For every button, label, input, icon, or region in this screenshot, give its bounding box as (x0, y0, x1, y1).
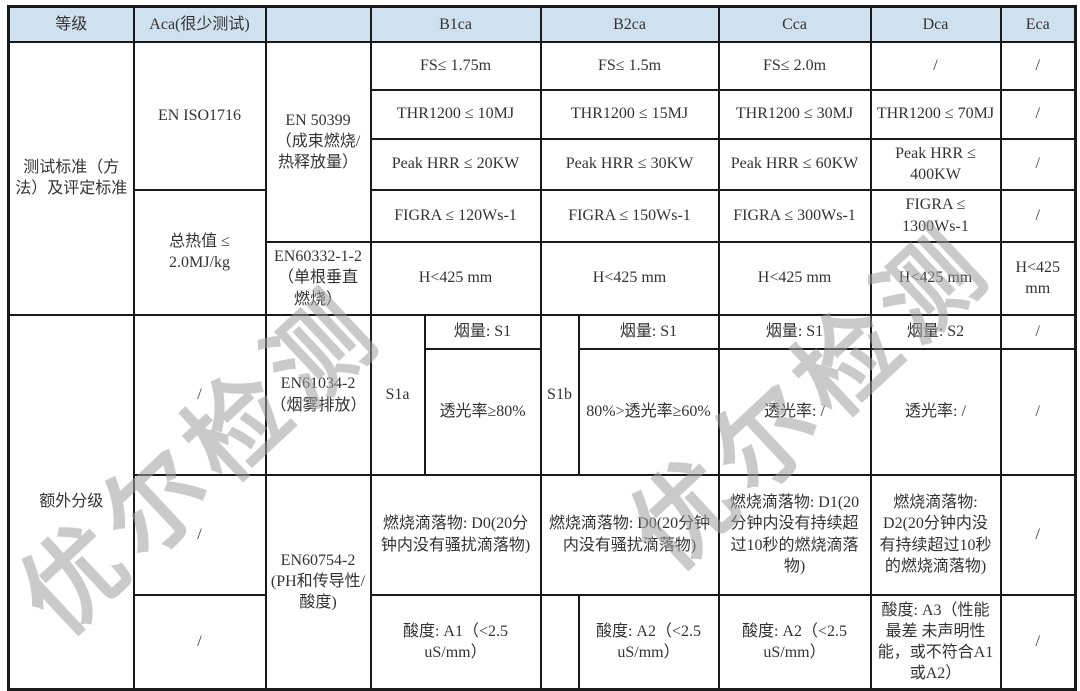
header-standard-empty (264, 5, 372, 43)
cell-figra-dca: FIGRA ≤ 1300Ws-1 (869, 188, 1002, 243)
cell-smoke-trans-cca: 透光率: / (717, 347, 872, 476)
cell-drip-eca: / (999, 473, 1077, 596)
cell-smoke-class-b1ca: S1a (369, 313, 426, 476)
row-smoke-transmittance: 透光率≥80% 80%>透光率≥60% 透光率: / 透光率: / / (9, 347, 1077, 476)
cell-aca-smoke: / (132, 313, 267, 476)
header-cca: Cca (717, 5, 872, 43)
row-group-label-extra-class: 额外分级 (7, 313, 135, 691)
row-group-label-test-standards: 测试标准（方法）及评定标准 (7, 40, 135, 316)
cell-acid-b2ca: 酸度: A2（<2.5 uS/mm） (577, 593, 720, 691)
cell-smoke-trans-eca: / (999, 347, 1077, 476)
row-hrr: Peak HRR ≤ 20KW Peak HRR ≤ 30KW Peak HRR… (9, 137, 1077, 191)
cell-h425-cca: H<425 mm (717, 240, 872, 316)
cell-smoke-amount-dca: 烟量: S2 (869, 313, 1002, 350)
cell-thr-dca: THR1200 ≤ 70MJ (869, 88, 1002, 140)
row-thr: THR1200 ≤ 10MJ THR1200 ≤ 15MJ THR1200 ≤ … (9, 88, 1077, 140)
cpr-classification-table: 等级 Aca(很少测试) B1ca B2ca Cca Dca Eca 测试标准（… (7, 5, 1077, 691)
cell-fs-b2ca: FS≤ 1.5m (539, 40, 720, 91)
row-drip: / EN60754-2 (PH和传导性/酸度) 燃烧滴落物: D0(20分钟内没… (9, 473, 1077, 691)
cell-figra-b1ca: FIGRA ≤ 120Ws-1 (369, 188, 542, 243)
cell-fs-dca: / (869, 40, 1002, 91)
cell-h425-b1ca: H<425 mm (369, 240, 542, 316)
row-h425: EN60332-1-2（单根垂直燃烧） H<425 mm H<425 mm H<… (9, 240, 1077, 316)
cell-smoke-trans-b2ca: 80%>透光率≥60% (577, 347, 720, 476)
cell-hrr-b2ca: Peak HRR ≤ 30KW (539, 137, 720, 191)
cell-hrr-b1ca: Peak HRR ≤ 20KW (369, 137, 542, 191)
header-aca: Aca(很少测试) (132, 5, 267, 43)
cell-acid-dca: 酸度: A3（性能最差 未声明性能，或不符合A1或A2） (869, 593, 1002, 691)
cell-smoke-trans-dca: 透光率: / (869, 347, 1002, 476)
cell-thr-b2ca: THR1200 ≤ 15MJ (539, 88, 720, 140)
cell-standard-total-heat: 总热值 ≤ 2.0MJ/kg (132, 188, 267, 316)
cell-standard-en-60332: EN60332-1-2（单根垂直燃烧） (264, 240, 372, 316)
cell-h425-dca: H<425 mm (869, 240, 1002, 316)
row-acid: / 酸度: A1（<2.5 uS/mm） 酸度: A2（<2.5 uS/mm） … (9, 593, 1077, 691)
cell-hrr-eca: / (999, 137, 1077, 191)
cell-acid-eca: / (999, 593, 1077, 691)
cell-thr-eca: / (999, 88, 1077, 140)
cell-standard-en-50399: EN 50399（成束燃烧/热释放量） (264, 40, 372, 243)
cell-standard-en-61034: EN61034-2（烟雾排放） (264, 313, 372, 476)
cell-aca-drip: / (132, 473, 267, 596)
cell-fs-b1ca: FS≤ 1.75m (369, 40, 542, 91)
cell-fs-cca: FS≤ 2.0m (717, 40, 872, 91)
cell-h425-eca: H<425 mm (999, 240, 1077, 316)
cell-hrr-cca: Peak HRR ≤ 60KW (717, 137, 872, 191)
header-row: 等级 Aca(很少测试) B1ca B2ca Cca Dca Eca (7, 5, 1077, 43)
cell-smoke-amount-b1ca: 烟量: S1 (423, 313, 542, 350)
cell-acid-b2ca-spacer (539, 593, 580, 691)
cell-drip-dca: 燃烧滴落物: D2(20分钟内没有持续超过10秒的燃烧滴落物) (869, 473, 1002, 596)
row-smoke-amount: 额外分级 / EN61034-2（烟雾排放） S1a 烟量: S1 S1b 烟量… (7, 313, 1077, 691)
cell-smoke-amount-eca: / (999, 313, 1077, 350)
cell-smoke-trans-b1ca: 透光率≥80% (423, 347, 542, 476)
cell-drip-b2ca: 燃烧滴落物: D0(20分钟内没有骚扰滴落物) (539, 473, 720, 596)
header-eca: Eca (999, 5, 1077, 43)
cell-aca-acid: / (132, 593, 267, 691)
cell-acid-b1ca: 酸度: A1（<2.5 uS/mm） (369, 593, 542, 691)
cell-figra-cca: FIGRA ≤ 300Ws-1 (717, 188, 872, 243)
cell-fs-eca: / (999, 40, 1077, 91)
header-dca: Dca (869, 5, 1002, 43)
header-b1ca: B1ca (369, 5, 542, 43)
cell-standard-en-iso1716: EN ISO1716 (132, 40, 267, 191)
cell-smoke-class-b2ca: S1b (539, 313, 580, 476)
cell-thr-b1ca: THR1200 ≤ 10MJ (369, 88, 542, 140)
cell-standard-en-60754: EN60754-2 (PH和传导性/酸度) (264, 473, 372, 691)
row-figra: 总热值 ≤ 2.0MJ/kg FIGRA ≤ 120Ws-1 FIGRA ≤ 1… (9, 188, 1077, 316)
cell-hrr-dca: Peak HRR ≤ 400KW (869, 137, 1002, 191)
cell-thr-cca: THR1200 ≤ 30MJ (717, 88, 872, 140)
cell-figra-b2ca: FIGRA ≤ 150Ws-1 (539, 188, 720, 243)
header-b2ca: B2ca (539, 5, 720, 43)
header-grade: 等级 (7, 5, 135, 43)
row-fs: 测试标准（方法）及评定标准 EN ISO1716 EN 50399（成束燃烧/热… (7, 40, 1077, 316)
cell-figra-eca: / (999, 188, 1077, 243)
cell-drip-b1ca: 燃烧滴落物: D0(20分钟内没有骚扰滴落物) (369, 473, 542, 596)
cell-acid-cca: 酸度: A2（<2.5 uS/mm） (717, 593, 872, 691)
cell-h425-b2ca: H<425 mm (539, 240, 720, 316)
cell-smoke-amount-b2ca: 烟量: S1 (577, 313, 720, 350)
cell-drip-cca: 燃烧滴落物: D1(20分钟内没有持续超过10秒的燃烧滴落物) (717, 473, 872, 596)
cell-smoke-amount-cca: 烟量: S1 (717, 313, 872, 350)
